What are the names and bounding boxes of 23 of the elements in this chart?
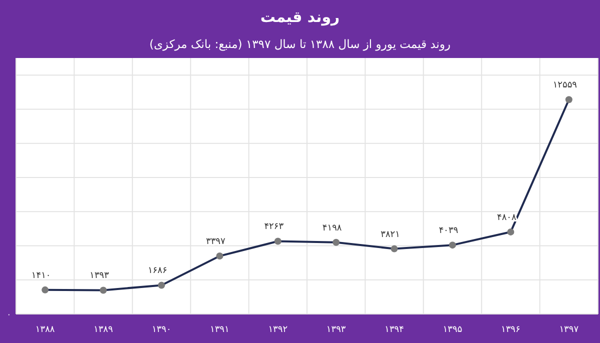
x-tick-label: ۱۳۸۹ [94, 325, 114, 335]
data-label: ۴۲۶۳ [264, 222, 284, 232]
x-tick-label: ۱۳۹۵ [442, 325, 462, 335]
text: ۰ [6, 310, 11, 319]
data-label: ۴۰۳۹ [438, 226, 458, 236]
x-tick-label: ۱۳۸۸ [35, 325, 55, 335]
x-tick-label: ۱۳۹۰ [152, 325, 172, 335]
data-label: ۱۳۹۳ [90, 271, 110, 282]
x-tick-label: ۱۳۹۷ [559, 325, 579, 335]
x-tick-label: ۱۳۹۳ [326, 325, 346, 335]
chart-title: روند قیمت [260, 8, 340, 26]
data-label: ۳۳۹۷ [206, 237, 226, 248]
data-label: ۳۸۲۱ [380, 230, 400, 240]
x-tick-label: ۱۳۹۱ [210, 325, 230, 335]
x-tick-label: ۱۳۹۴ [384, 325, 404, 335]
data-label: ۱۴۱۰ [31, 270, 51, 281]
data-label: ۴۸۰۸ [497, 212, 517, 223]
data-label: ۱۲۵۵۹ [552, 80, 578, 91]
x-tick-label: ۱۳۹۶ [501, 325, 521, 335]
data-label: ۴۱۹۸ [322, 223, 342, 234]
x-tick-label: ۱۳۹۲ [268, 325, 288, 335]
chart-subtitle: روند قیمت یورو از سال ۱۳۸۸ تا سال ۱۳۹۷ (منبع: بانک مرکزی) [149, 37, 451, 51]
data-label: ۱۶۸۶ [148, 266, 168, 276]
